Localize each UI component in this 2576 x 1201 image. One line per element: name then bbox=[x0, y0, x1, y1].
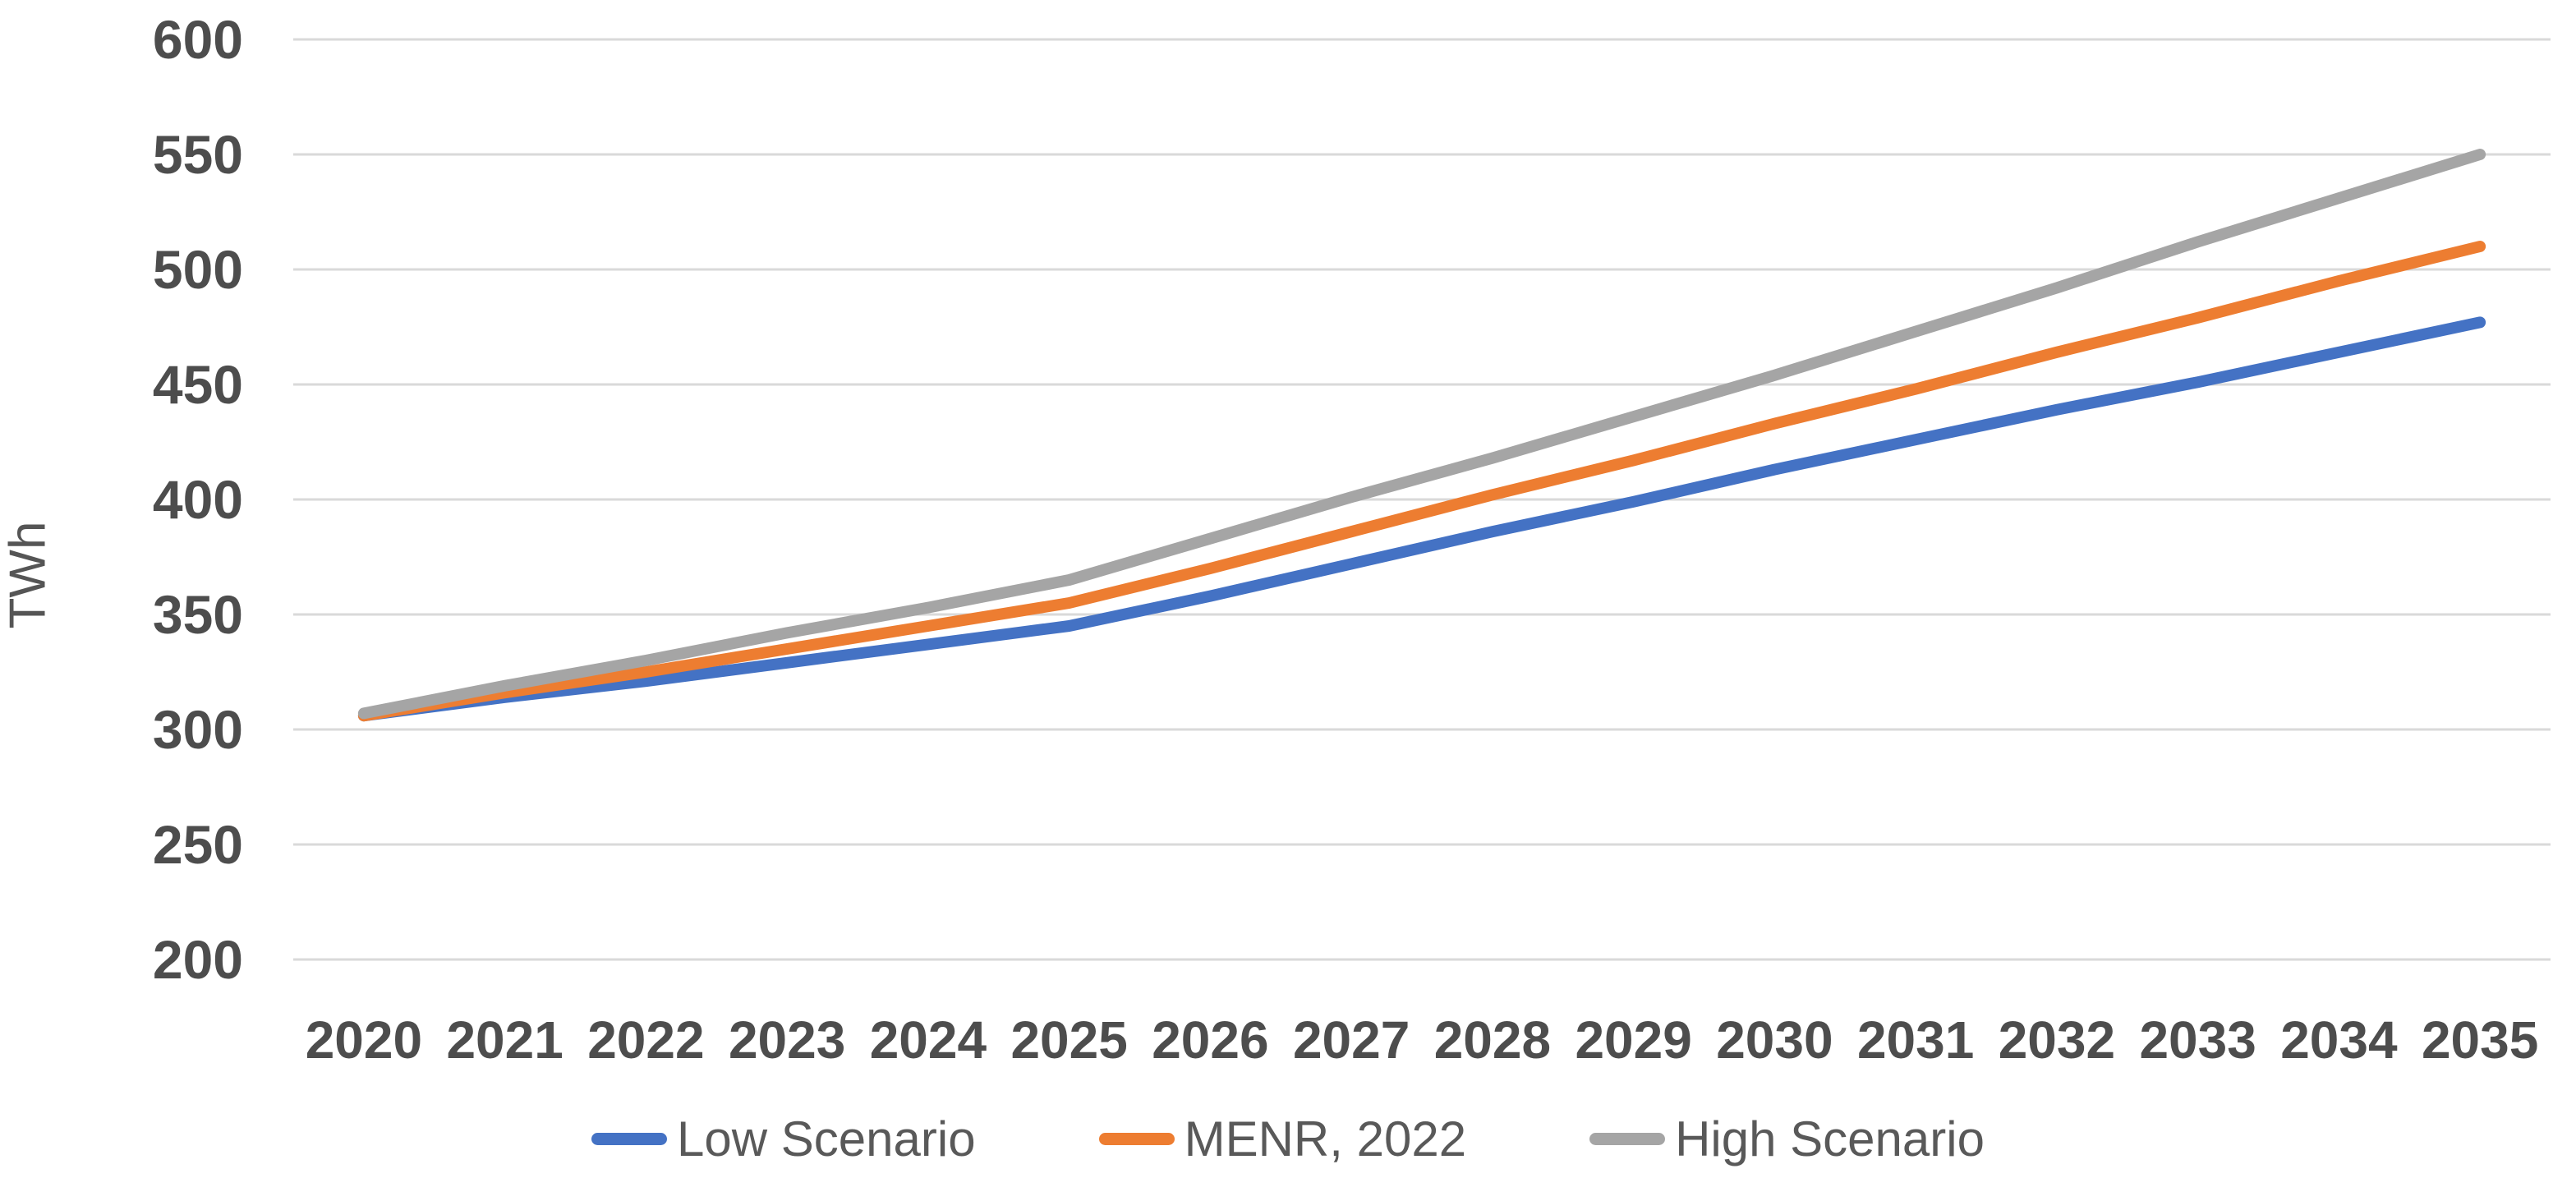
legend-swatch-icon bbox=[1589, 1133, 1666, 1145]
x-tick-label: 2020 bbox=[306, 1010, 422, 1070]
x-tick-label: 2028 bbox=[1434, 1010, 1551, 1070]
y-tick-label: 350 bbox=[153, 584, 243, 645]
series-line-low-scenario bbox=[357, 316, 2486, 722]
x-tick-label: 2030 bbox=[1716, 1010, 1833, 1070]
legend-item-menr-2022: MENR, 2022 bbox=[1098, 1111, 1467, 1167]
x-tick-label: 2031 bbox=[1857, 1010, 1974, 1070]
x-tick-label: 2021 bbox=[446, 1010, 563, 1070]
legend-swatch-icon bbox=[1098, 1133, 1175, 1145]
y-tick-label: 250 bbox=[153, 814, 243, 875]
legend-label: MENR, 2022 bbox=[1184, 1111, 1467, 1166]
legend-item-high-scenario: High Scenario bbox=[1589, 1111, 1985, 1167]
x-tick-label: 2026 bbox=[1152, 1010, 1268, 1070]
legend-label: High Scenario bbox=[1675, 1111, 1985, 1166]
y-tick-label: 500 bbox=[153, 239, 243, 300]
x-tick-label: 2023 bbox=[729, 1010, 845, 1070]
legend: Low Scenario MENR, 2022 High Scenario bbox=[0, 1111, 2576, 1167]
y-tick-label: 600 bbox=[153, 9, 243, 70]
y-axis-title: TWh bbox=[0, 521, 57, 629]
x-tick-label: 2033 bbox=[2139, 1010, 2256, 1070]
x-tick-label: 2022 bbox=[587, 1010, 704, 1070]
y-tick-label: 200 bbox=[153, 929, 243, 990]
y-tick-label: 300 bbox=[153, 699, 243, 760]
series-line-menr-2022 bbox=[357, 241, 2486, 722]
legend-swatch-icon bbox=[591, 1133, 668, 1145]
x-tick-label: 2029 bbox=[1575, 1010, 1691, 1070]
legend-label: Low Scenario bbox=[677, 1111, 976, 1166]
x-tick-label: 2027 bbox=[1293, 1010, 1410, 1070]
y-tick-label: 400 bbox=[153, 469, 243, 530]
series-line-high-scenario bbox=[357, 149, 2486, 720]
y-tick-label: 550 bbox=[153, 124, 243, 185]
x-tick-label: 2032 bbox=[1999, 1010, 2115, 1070]
legend-item-low-scenario: Low Scenario bbox=[591, 1111, 976, 1167]
x-tick-label: 2035 bbox=[2422, 1010, 2538, 1070]
y-tick-label: 450 bbox=[153, 354, 243, 415]
x-tick-label: 2034 bbox=[2280, 1010, 2398, 1070]
x-tick-label: 2024 bbox=[870, 1010, 987, 1070]
x-tick-label: 2025 bbox=[1010, 1010, 1127, 1070]
